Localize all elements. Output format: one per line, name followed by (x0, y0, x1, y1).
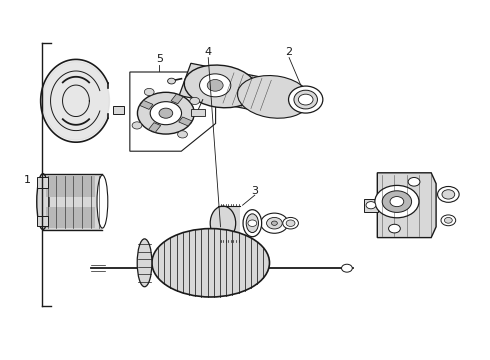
Bar (218, 206, 240, 240)
Ellipse shape (243, 210, 262, 237)
Bar (140, 100, 153, 109)
Text: 3: 3 (251, 186, 258, 196)
Circle shape (342, 264, 352, 272)
Polygon shape (130, 72, 216, 151)
Circle shape (271, 221, 277, 225)
Circle shape (159, 108, 173, 118)
Circle shape (298, 94, 313, 105)
Circle shape (177, 131, 188, 138)
Ellipse shape (37, 174, 49, 230)
Text: 2: 2 (286, 47, 293, 57)
Circle shape (389, 224, 400, 233)
Circle shape (286, 220, 295, 226)
Circle shape (438, 186, 459, 202)
Bar (113, 106, 124, 114)
Bar (46, 207, 96, 228)
Bar (191, 109, 205, 116)
Circle shape (390, 197, 404, 207)
Circle shape (261, 213, 288, 233)
Text: 1: 1 (24, 175, 30, 185)
Circle shape (442, 190, 455, 199)
Circle shape (199, 74, 231, 97)
Ellipse shape (97, 175, 108, 228)
Circle shape (375, 185, 419, 218)
Ellipse shape (289, 86, 323, 113)
Circle shape (441, 215, 456, 226)
Circle shape (382, 191, 412, 212)
Circle shape (145, 89, 154, 96)
Ellipse shape (152, 229, 270, 297)
Circle shape (283, 217, 298, 229)
Circle shape (137, 92, 195, 134)
Text: 5: 5 (156, 54, 163, 64)
Ellipse shape (184, 65, 257, 108)
Circle shape (207, 80, 223, 91)
Circle shape (444, 217, 452, 223)
Bar (179, 117, 192, 126)
Bar (171, 94, 183, 104)
Circle shape (267, 217, 282, 229)
Circle shape (150, 102, 182, 125)
Bar (148, 123, 161, 132)
Polygon shape (377, 173, 436, 238)
Circle shape (168, 78, 175, 84)
Ellipse shape (246, 214, 259, 233)
Circle shape (366, 202, 376, 209)
Circle shape (248, 220, 257, 226)
Polygon shape (43, 62, 109, 140)
Ellipse shape (210, 206, 236, 240)
Bar (43, 174, 102, 230)
Text: 4: 4 (205, 47, 212, 57)
Bar (37, 177, 48, 188)
Circle shape (190, 97, 199, 104)
Polygon shape (179, 63, 280, 113)
Circle shape (132, 122, 142, 129)
Ellipse shape (238, 76, 310, 118)
Bar (37, 216, 48, 226)
Ellipse shape (137, 239, 152, 287)
Ellipse shape (294, 90, 318, 109)
Circle shape (408, 177, 420, 186)
Bar (364, 199, 378, 212)
Bar (46, 175, 96, 197)
